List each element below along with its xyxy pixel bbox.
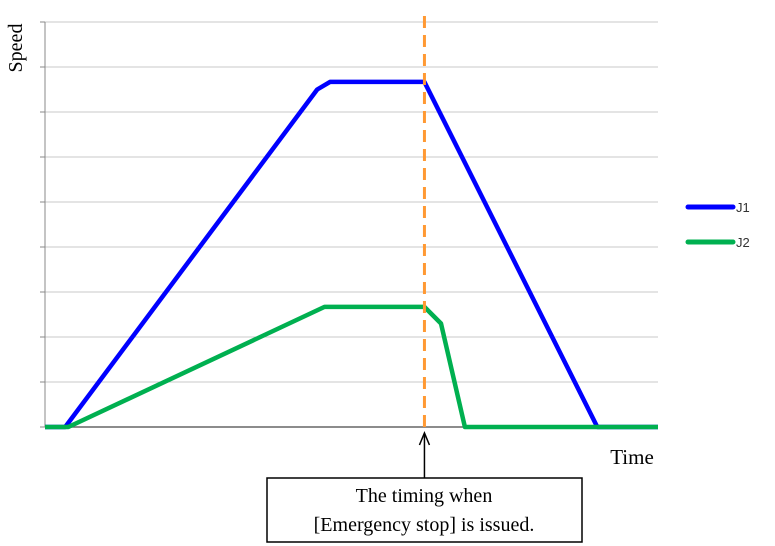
gridlines bbox=[45, 21, 658, 383]
legend-label-j1: J1 bbox=[736, 200, 750, 215]
y-axis-label: Speed bbox=[5, 24, 27, 73]
legend: J1 J2 bbox=[685, 200, 750, 250]
annotation-line-2: [Emergency stop] is issued. bbox=[314, 514, 535, 536]
series-lines bbox=[45, 79, 658, 430]
annotation-line-1: The timing when bbox=[356, 485, 493, 507]
x-axis-label: Time bbox=[610, 445, 654, 469]
annotation-box bbox=[266, 477, 583, 543]
y-axis-ticks bbox=[40, 21, 45, 428]
emergency-stop-annotation: The timing when [Emergency stop] is issu… bbox=[266, 431, 583, 543]
annotation-arrow-head bbox=[418, 431, 431, 446]
series-line-j1 bbox=[45, 79, 658, 430]
legend-label-j2: J2 bbox=[736, 235, 750, 250]
legend-item-j2: J2 bbox=[685, 235, 750, 250]
legend-item-j1: J1 bbox=[685, 200, 750, 215]
